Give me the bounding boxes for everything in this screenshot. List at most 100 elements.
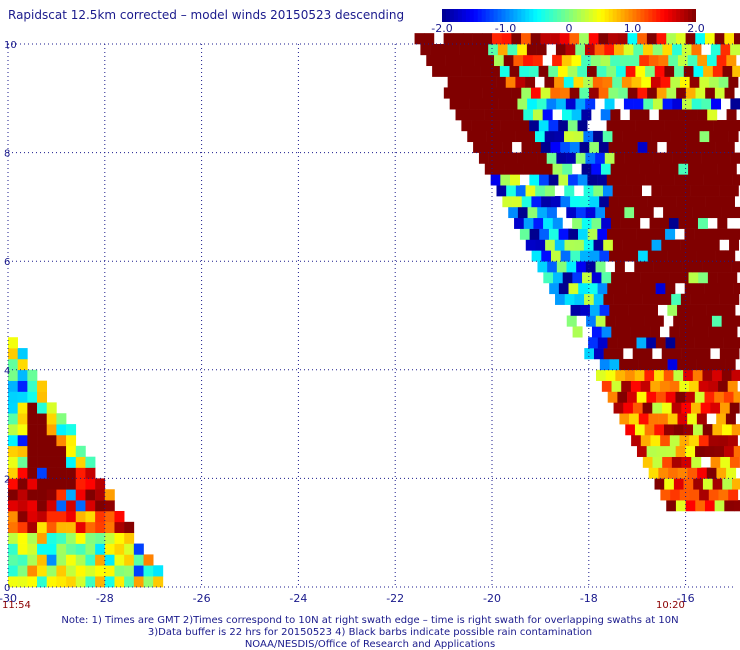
heatmap-cell: [484, 109, 495, 121]
heatmap-cell: [699, 76, 710, 88]
heatmap-cell: [37, 489, 48, 501]
heatmap-cell: [627, 87, 638, 99]
heatmap-cell: [17, 521, 28, 533]
heatmap-cell: [75, 456, 86, 468]
heatmap-cell: [75, 565, 86, 577]
heatmap-cell: [625, 424, 636, 436]
colorbar-tick-label: 1.0: [623, 22, 642, 35]
heatmap-cell: [584, 44, 595, 56]
heatmap-cell: [519, 120, 530, 132]
heatmap-cell: [66, 510, 77, 523]
heatmap-cell: [631, 76, 642, 88]
heatmap-cell: [8, 467, 18, 479]
heatmap-cell: [656, 391, 667, 403]
heatmap-cell: [505, 76, 516, 88]
heatmap-cell: [616, 174, 627, 186]
heatmap-cell: [601, 380, 612, 392]
heatmap-cell: [467, 76, 477, 88]
colorbar-segment: [580, 9, 586, 22]
heatmap-cell: [702, 478, 713, 490]
y-tick-label: 2: [4, 474, 10, 485]
heatmap-cell: [581, 54, 592, 67]
heatmap-cell: [697, 467, 708, 479]
heatmap-cell: [658, 413, 669, 425]
heatmap-cell: [570, 196, 581, 208]
heatmap-cell: [734, 500, 740, 512]
colorbar-segment: [636, 9, 642, 22]
heatmap-cell: [37, 424, 48, 436]
heatmap-cell: [631, 434, 642, 447]
heatmap-cell: [603, 239, 614, 251]
heatmap-cell: [726, 54, 737, 67]
heatmap-cell: [27, 445, 38, 457]
heatmap-cell: [603, 348, 614, 360]
heatmap-cell: [620, 217, 631, 229]
heatmap-cell: [650, 380, 661, 392]
colorbar-segment: [664, 9, 669, 22]
heatmap-cell: [525, 185, 536, 197]
heatmap-cell: [46, 500, 57, 512]
heatmap-cell: [511, 33, 522, 45]
heatmap-cell: [550, 196, 561, 208]
heatmap-cell: [674, 174, 685, 186]
heatmap-cell: [503, 109, 514, 121]
colorbar-tick-label: -1.0: [494, 22, 517, 35]
heatmap-cell: [473, 141, 484, 153]
heatmap-cell: [621, 380, 632, 392]
heatmap-cell: [560, 250, 571, 262]
heatmap-cell: [682, 261, 693, 273]
heatmap-cell: [687, 109, 698, 121]
heatmap-cell: [671, 402, 682, 414]
heatmap-cell: [731, 478, 740, 490]
heatmap-cell: [133, 565, 144, 577]
colorbar-segment: [525, 9, 530, 22]
colorbar-segment: [600, 9, 606, 22]
heatmap-cell: [721, 206, 732, 219]
heatmap-cell: [714, 500, 725, 512]
heatmap-cell: [697, 54, 708, 67]
x-tick-label: -26: [193, 592, 211, 605]
heatmap-cell: [660, 130, 671, 143]
colorbar-segment: [668, 9, 673, 22]
heatmap-cell: [66, 576, 77, 588]
heatmap-cell: [723, 282, 734, 295]
heatmap-cell: [484, 163, 495, 175]
colorbar-segment: [442, 9, 447, 22]
heatmap-cell: [626, 282, 637, 295]
heatmap-cell: [733, 391, 740, 403]
heatmap-cell: [682, 98, 692, 110]
heatmap-cell: [628, 358, 639, 371]
heatmap-cell: [507, 44, 518, 56]
heatmap-cell: [710, 44, 721, 56]
heatmap-cell: [462, 33, 473, 45]
heatmap-cell: [607, 228, 618, 240]
colorbar-segment: [449, 9, 455, 22]
heatmap-cell: [8, 576, 18, 588]
colorbar-segment: [652, 9, 657, 22]
heatmap-cell: [686, 250, 697, 262]
heatmap-cell: [8, 489, 18, 501]
heatmap-cell: [691, 98, 702, 110]
heatmap-cell: [694, 282, 705, 295]
heatmap-cell: [728, 76, 739, 88]
heatmap-cell: [687, 413, 698, 425]
heatmap-cell: [143, 554, 154, 566]
heatmap-cell: [85, 467, 96, 479]
heatmap-cell: [598, 33, 609, 45]
heatmap-cell: [654, 65, 665, 77]
heatmap-cell: [647, 141, 658, 153]
heatmap-cell: [566, 206, 577, 219]
heatmap-cell: [675, 500, 686, 512]
heatmap-cell: [517, 44, 528, 56]
heatmap-cell: [544, 130, 555, 143]
colorbar-segment: [513, 9, 519, 22]
heatmap-cell: [496, 76, 507, 88]
heatmap-cell: [480, 65, 491, 77]
heatmap-cell: [643, 98, 654, 110]
heatmap-cell: [537, 206, 548, 219]
heatmap-cell: [85, 456, 96, 468]
heatmap-cell: [124, 576, 135, 588]
colorbar-segment: [545, 9, 550, 22]
heatmap-cell: [593, 185, 604, 197]
heatmap-cell: [599, 358, 610, 371]
